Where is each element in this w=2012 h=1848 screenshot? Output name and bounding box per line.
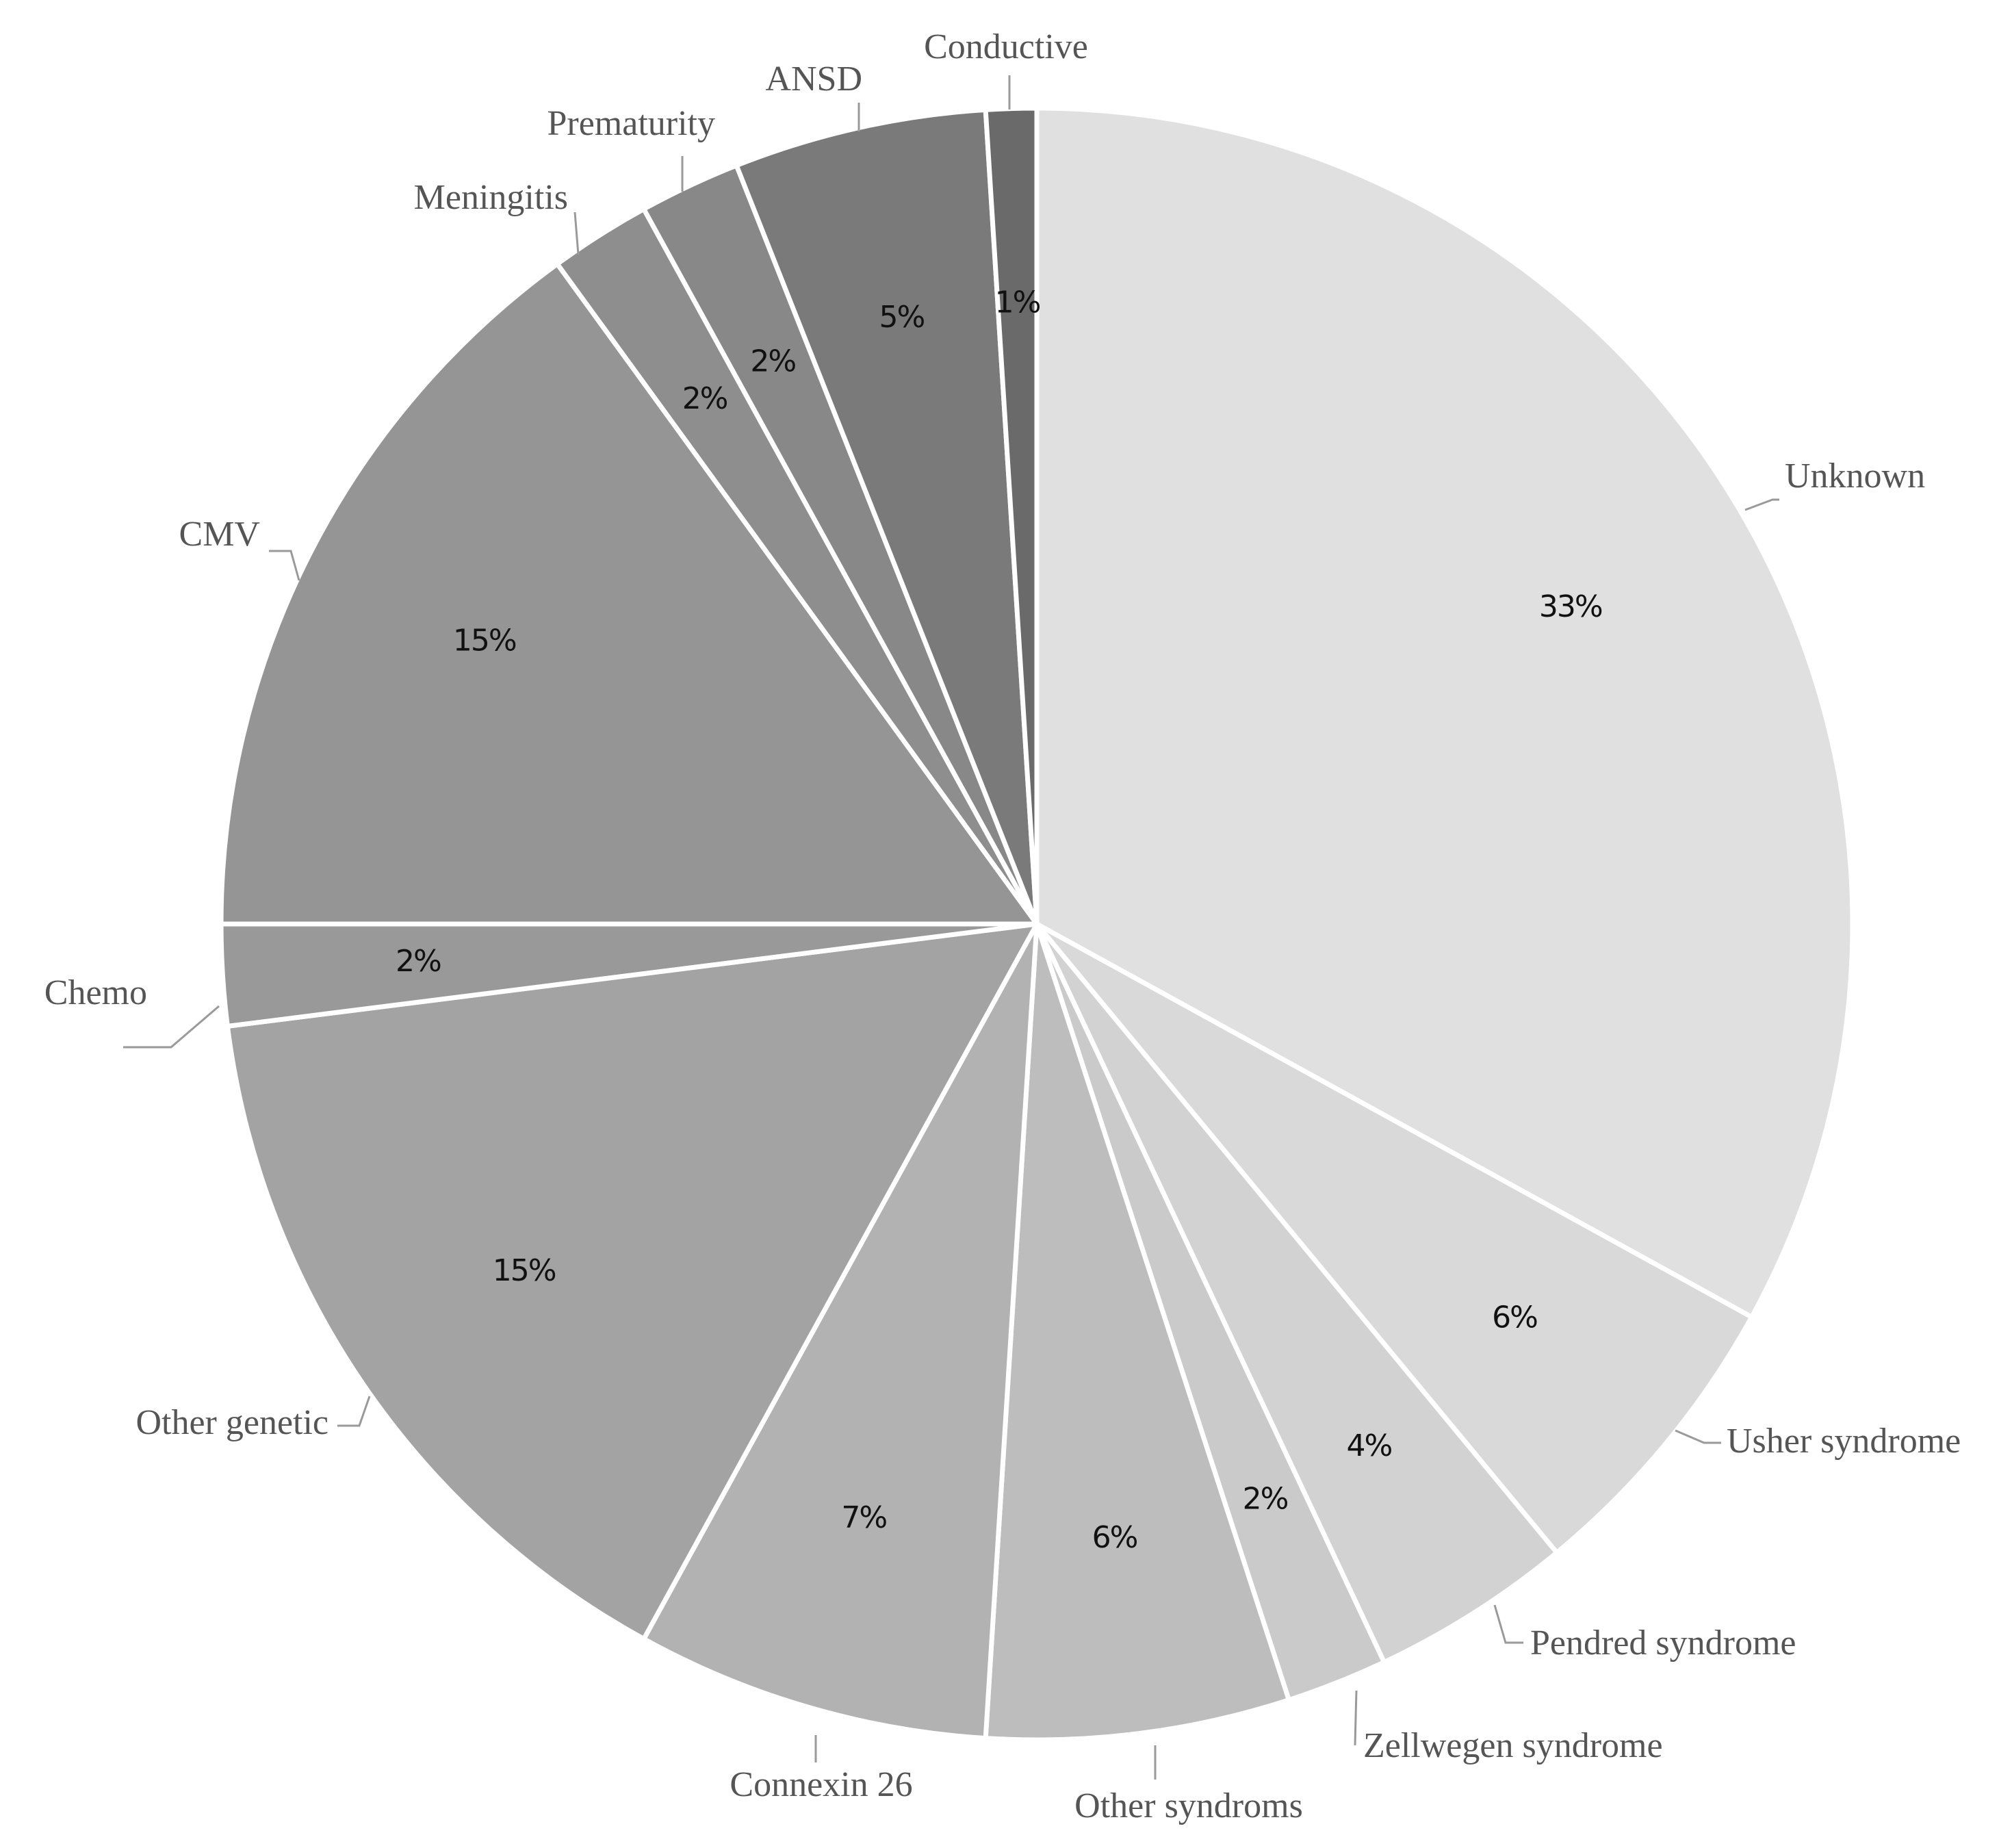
pie-slice-unknown xyxy=(1034,105,1855,1320)
category-label: CMV xyxy=(179,515,260,554)
data-label: 33% xyxy=(1539,589,1602,624)
category-label: Other genetic xyxy=(136,1403,328,1442)
pie-slice-cmv xyxy=(218,261,1040,927)
leader-line xyxy=(1354,1690,1358,1746)
data-label: 2% xyxy=(396,944,441,979)
data-label: 6% xyxy=(1092,1520,1137,1555)
pie-slice-pendred-syndrome xyxy=(1034,921,1560,1665)
category-label: Prematurity xyxy=(547,104,715,143)
leader-line xyxy=(1493,1604,1523,1644)
data-label: 5% xyxy=(879,300,924,335)
category-label: Unknown xyxy=(1785,457,1925,496)
category-label: Usher syndrome xyxy=(1727,1422,1961,1461)
data-label: 2% xyxy=(682,381,727,416)
data-label: 4% xyxy=(1346,1428,1391,1463)
data-label: 7% xyxy=(841,1500,886,1535)
data-label: 15% xyxy=(493,1253,556,1288)
category-label: ANSD xyxy=(765,60,862,99)
pie-slice-usher-syndrome xyxy=(1034,921,1755,1555)
pie-slice-connexin-26 xyxy=(641,921,1040,1741)
leader-line xyxy=(337,1396,371,1427)
category-label: Chemo xyxy=(44,973,147,1012)
category-labels: Unknown Usher syndrome Pendred syndrome Zel… xyxy=(44,27,1961,1825)
data-label: 6% xyxy=(1492,1300,1537,1335)
pie-slice-other-genetic xyxy=(224,921,1040,1642)
leader-lines xyxy=(123,75,1779,1780)
pie-slice-other-syndroms xyxy=(983,921,1291,1743)
data-label: 2% xyxy=(1243,1481,1288,1516)
percent-labels: 33% 6% 4% 2% 6% 7% 15% 2% 15% 2% 2% 5% 1% xyxy=(396,285,1603,1555)
pie-slice-conductive xyxy=(983,105,1040,927)
leader-line xyxy=(269,550,300,581)
category-label: Meningitis xyxy=(414,178,568,217)
data-label: 15% xyxy=(453,624,516,658)
category-label: Other syndroms xyxy=(1074,1786,1303,1825)
category-label: Conductive xyxy=(924,27,1088,66)
category-label: Connexin 26 xyxy=(730,1765,912,1804)
data-label: 1% xyxy=(995,285,1040,320)
leader-line xyxy=(123,1005,220,1049)
leader-line xyxy=(1675,1429,1721,1444)
data-label: 2% xyxy=(750,344,795,378)
leader-line xyxy=(1744,498,1779,511)
pie-slices xyxy=(218,105,1855,1743)
category-label: Zellwegen syndrome xyxy=(1363,1726,1663,1765)
leader-line xyxy=(573,211,580,255)
category-label: Pendred syndrome xyxy=(1530,1624,1796,1663)
